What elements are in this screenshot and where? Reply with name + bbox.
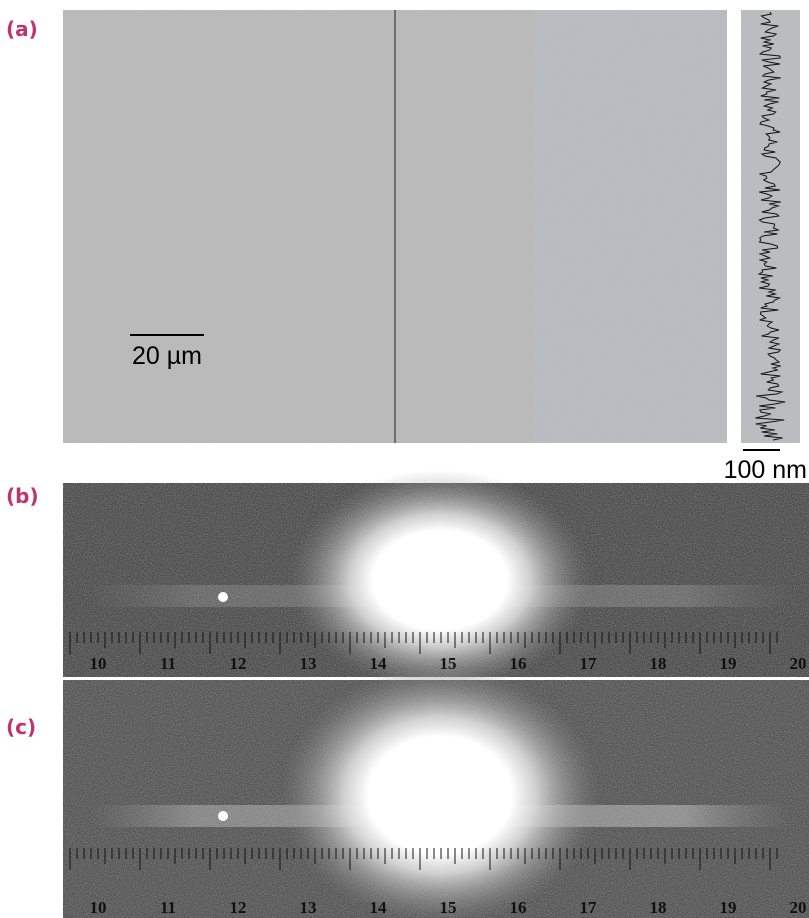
scale-bar-label: 20 µm — [132, 342, 202, 370]
ruler-number: 17 — [580, 654, 598, 673]
photo: 10 11 12 13 14 15 16 17 18 19 20 — [63, 665, 809, 918]
scale-bar-label: 100 nm — [724, 456, 807, 484]
ruler-number: 15 — [440, 898, 457, 917]
ruler-number: 16 — [510, 898, 527, 917]
ruler-number: 20 — [790, 654, 807, 673]
ruler-number: 18 — [650, 898, 667, 917]
image-noise — [741, 10, 800, 443]
bright-spot — [290, 470, 590, 690]
panel-label: (b) — [6, 484, 39, 508]
ruler-number: 12 — [230, 654, 247, 673]
ruler-number: 19 — [720, 654, 737, 673]
bright-dot — [218, 592, 228, 602]
panel-label: (a) — [6, 17, 38, 41]
ruler-number: 12 — [230, 898, 247, 917]
ruler-number: 18 — [650, 654, 667, 673]
photo: 10 11 12 13 14 15 16 17 18 19 20 — [63, 470, 809, 690]
ruler-number: 10 — [90, 898, 107, 917]
bright-dot — [218, 811, 228, 821]
ruler-number: 17 — [580, 898, 598, 917]
height-profile: 100 nm — [724, 10, 807, 484]
panel-label: (c) — [6, 715, 36, 739]
ruler-number: 11 — [160, 898, 176, 917]
ruler-number: 11 — [160, 654, 176, 673]
profile-trace — [755, 11, 786, 441]
ruler-number: 14 — [370, 654, 388, 673]
ruler-number: 16 — [510, 654, 527, 673]
bright-spot — [280, 665, 600, 918]
micrograph: 20 µm — [63, 10, 727, 443]
ruler-number: 10 — [90, 654, 107, 673]
ruler-number: 20 — [790, 898, 807, 917]
ruler-number: 14 — [370, 898, 388, 917]
ruler-number: 19 — [720, 898, 737, 917]
ruler-number: 13 — [300, 898, 317, 917]
ruler-number: 13 — [300, 654, 317, 673]
